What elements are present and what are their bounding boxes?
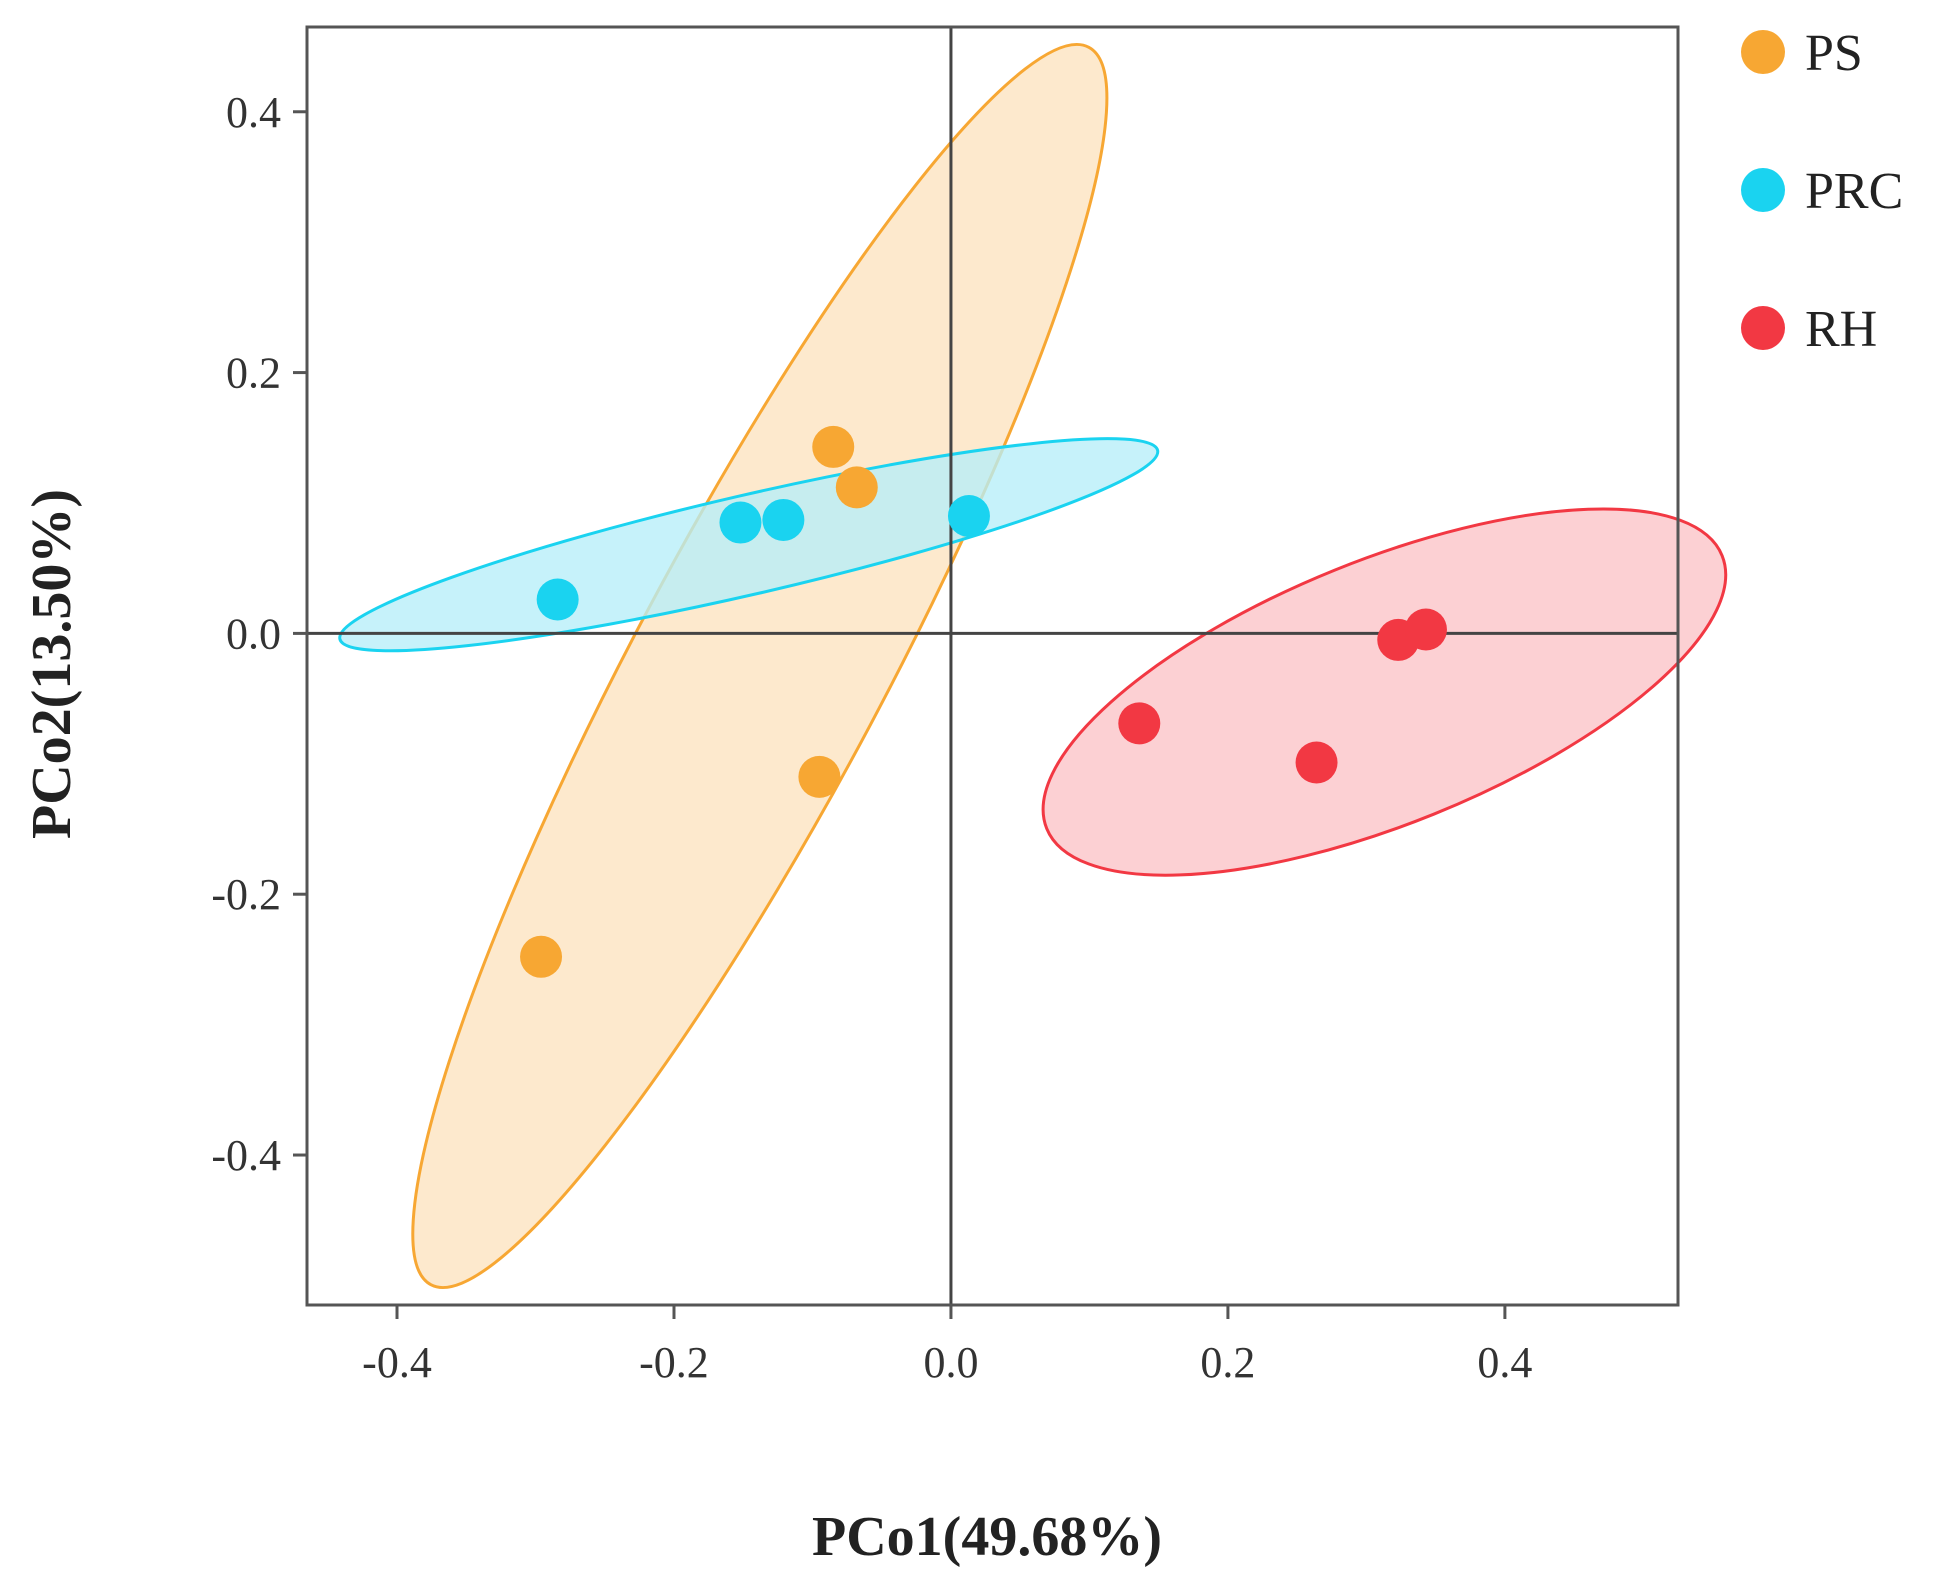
legend: PS PRC RH xyxy=(1741,25,1903,358)
point-ps-3 xyxy=(798,755,841,798)
ellipse-ps xyxy=(411,43,1109,1289)
point-rh-3 xyxy=(1118,702,1161,745)
plot-frame xyxy=(305,25,1680,1307)
x-tick-label: 0.4 xyxy=(1477,1338,1532,1387)
y-tick-label: -0.4 xyxy=(211,1131,281,1180)
point-prc-1 xyxy=(719,501,762,544)
ellipse-rh xyxy=(1041,507,1728,877)
y-tick-label: 0.2 xyxy=(226,349,281,398)
point-ps-1 xyxy=(812,425,855,468)
x-tick-label: -0.2 xyxy=(639,1338,709,1387)
point-prc-2 xyxy=(762,498,805,541)
y-axis-title: PCo2(13.50%) xyxy=(21,489,83,839)
y-tick-label: 0.0 xyxy=(226,609,281,658)
x-tick-label: -0.4 xyxy=(362,1338,432,1387)
point-ps-2 xyxy=(835,466,878,509)
point-prc-4 xyxy=(536,578,579,621)
x-tick-label: 0.0 xyxy=(923,1338,978,1387)
legend-label-rh: RH xyxy=(1805,301,1877,358)
y-tick-label: -0.2 xyxy=(211,870,281,919)
x-axis-ticks: -0.4 -0.2 0.0 0.2 0.4 xyxy=(362,1305,1532,1387)
y-axis-ticks: 0.4 0.2 0.0 -0.2 -0.4 xyxy=(211,88,307,1180)
y-tick-label: 0.4 xyxy=(226,88,281,137)
data-points xyxy=(520,425,1447,978)
legend-marker-rh xyxy=(1741,306,1785,350)
point-rh-2 xyxy=(1404,608,1447,651)
legend-label-ps: PS xyxy=(1805,25,1863,82)
legend-marker-prc xyxy=(1741,168,1785,212)
reference-lines xyxy=(307,27,1678,1305)
point-ps-4 xyxy=(520,935,563,978)
x-axis-title: PCo1(49.68%) xyxy=(812,1506,1162,1568)
point-rh-4 xyxy=(1295,741,1338,784)
confidence-ellipses xyxy=(338,43,1728,1289)
legend-marker-ps xyxy=(1741,30,1785,74)
legend-label-prc: PRC xyxy=(1805,163,1903,220)
x-tick-label: 0.2 xyxy=(1200,1338,1255,1387)
point-prc-3 xyxy=(947,495,990,538)
